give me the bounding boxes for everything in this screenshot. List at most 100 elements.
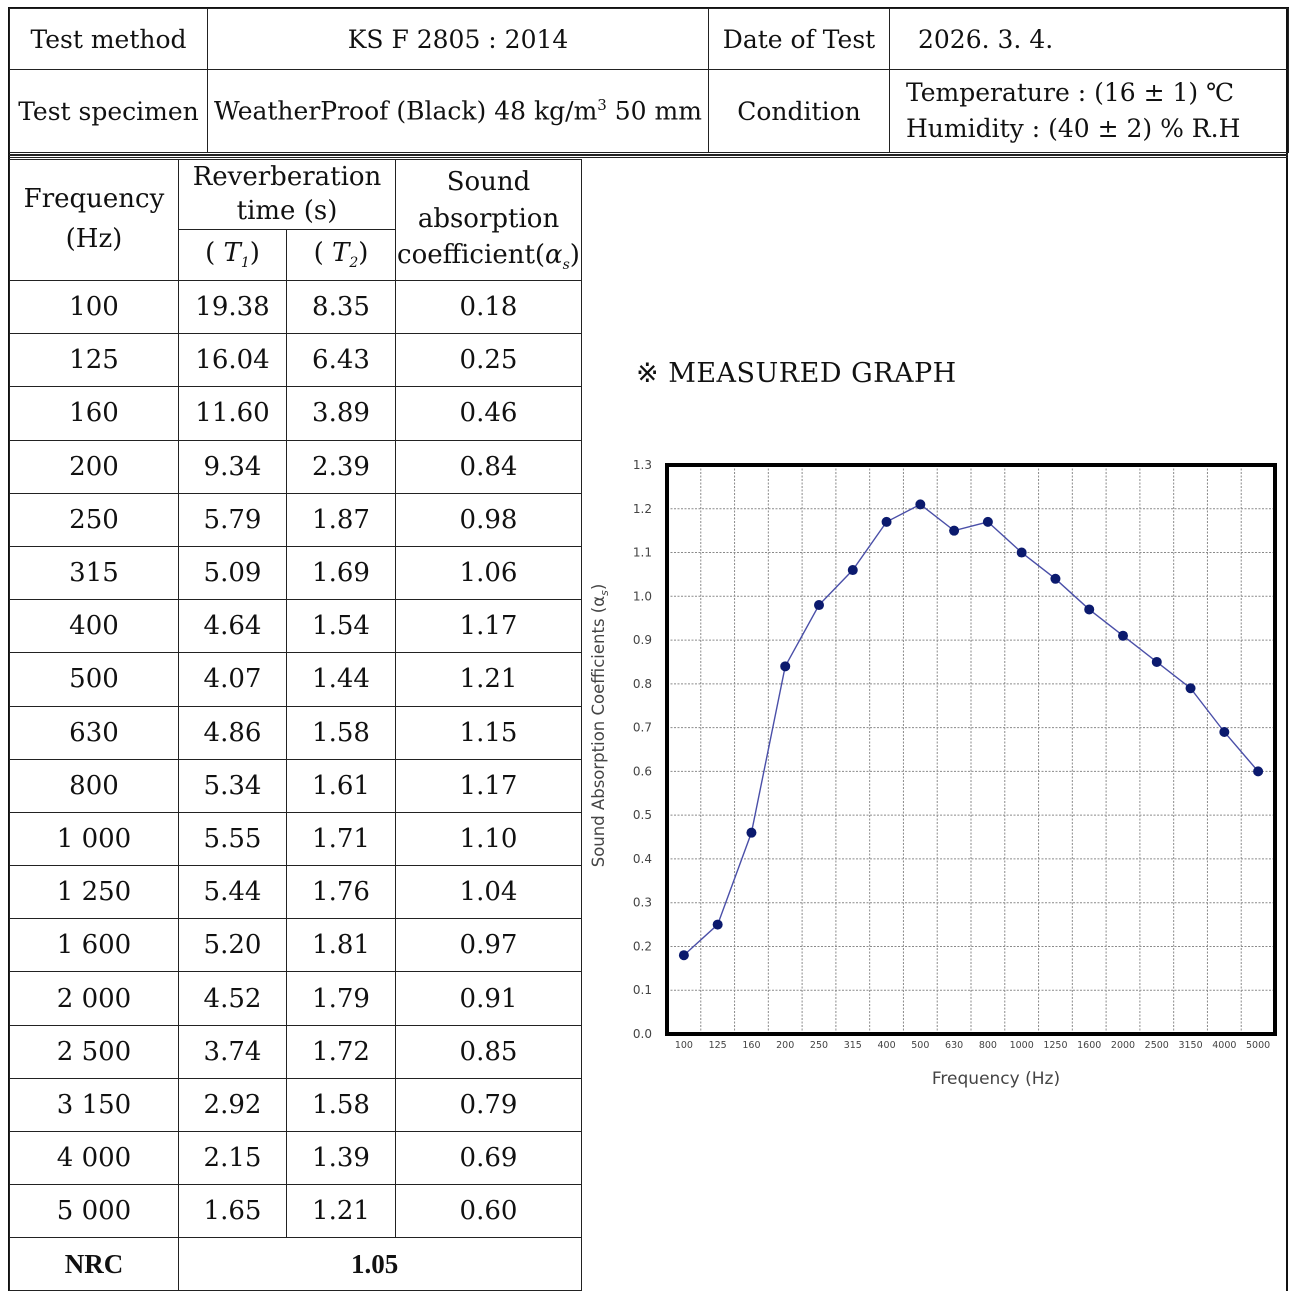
absorption-cell: 0.79 bbox=[395, 1077, 582, 1133]
frequency-header: Frequency (Hz) bbox=[9, 159, 179, 281]
frequency-cell: 800 bbox=[9, 758, 179, 813]
nrc-row: NRC 1.05 bbox=[9, 1237, 582, 1291]
y-tick-label: 1.2 bbox=[633, 502, 652, 516]
data-point bbox=[746, 827, 757, 838]
data-point bbox=[847, 565, 858, 576]
frequency-cell: 125 bbox=[9, 333, 179, 388]
y-tick-label: 0.8 bbox=[633, 677, 652, 691]
frequency-cell: 630 bbox=[9, 705, 179, 760]
absorption-header-line1: Sound bbox=[446, 167, 531, 198]
table-row: 5 000 1.65 1.21 0.60 bbox=[9, 1184, 582, 1239]
table-header-row: Frequency (Hz) Reverberation time (s) So… bbox=[9, 159, 582, 281]
test-info-table: Test method KS F 2805 : 2014 Date of Tes… bbox=[9, 8, 1289, 153]
specimen-label: Test specimen bbox=[9, 69, 208, 153]
frequency-cell: 1 000 bbox=[9, 811, 179, 867]
y-tick-label: 0.4 bbox=[633, 852, 652, 866]
t2-cell: 1.71 bbox=[286, 811, 396, 867]
frequency-cell: 100 bbox=[9, 279, 179, 335]
t1-cell: 5.34 bbox=[178, 758, 287, 813]
t2-cell: 1.79 bbox=[286, 971, 396, 1026]
table-row: 100 19.38 8.35 0.18 bbox=[9, 279, 582, 335]
absorption-header-line2: absorption bbox=[417, 203, 560, 234]
x-tick-label: 1250 bbox=[1043, 1040, 1067, 1051]
absorption-cell: 1.17 bbox=[395, 758, 582, 813]
humidity-text: Humidity : (40 ± 2) % R.H bbox=[906, 114, 1241, 143]
x-tick-label: 400 bbox=[877, 1040, 895, 1051]
date-value: 2026. 3. 4. bbox=[889, 8, 1289, 70]
frequency-cell: 160 bbox=[9, 386, 179, 441]
table-row: 1 600 5.20 1.81 0.97 bbox=[9, 918, 582, 973]
table-row: 160 11.60 3.89 0.46 bbox=[9, 386, 582, 441]
specimen-value-sup: 3 bbox=[597, 96, 607, 115]
y-tick-label: 0.2 bbox=[633, 939, 652, 953]
data-point bbox=[1084, 604, 1095, 615]
x-tick-label: 500 bbox=[911, 1040, 929, 1051]
data-point bbox=[949, 525, 960, 536]
nrc-value: 1.05 bbox=[178, 1237, 582, 1291]
data-point bbox=[1118, 630, 1128, 641]
t1-symbol: T bbox=[223, 238, 241, 269]
t1-header: ( T1) bbox=[178, 229, 287, 281]
t1-cell: 5.44 bbox=[178, 865, 287, 920]
table-row: 630 4.86 1.58 1.15 bbox=[9, 705, 582, 760]
y-tick-label: 0.5 bbox=[633, 808, 652, 822]
temperature-text: Temperature : (16 ± 1) ℃ bbox=[906, 77, 1235, 107]
specimen-value: WeatherProof (Black) 48 kg/m3 50 mm bbox=[207, 69, 709, 153]
date-label: Date of Test bbox=[708, 8, 890, 70]
absorption-header-line3: coefficient(αs) bbox=[397, 240, 580, 274]
y-tick-label: 0.1 bbox=[633, 983, 652, 997]
t1-cell: 5.20 bbox=[178, 918, 287, 973]
y-tick-label: 0.6 bbox=[633, 764, 652, 778]
measurement-table: Frequency (Hz) Reverberation time (s) So… bbox=[9, 159, 582, 1291]
data-point bbox=[881, 516, 892, 527]
frequency-cell: 1 600 bbox=[9, 918, 179, 973]
reverberation-header: Reverberation time (s) bbox=[178, 159, 396, 230]
t2-cell: 1.69 bbox=[286, 545, 396, 601]
t1-subscript: 1 bbox=[240, 255, 250, 272]
frequency-cell: 200 bbox=[9, 439, 179, 494]
table-row: 315 5.09 1.69 1.06 bbox=[9, 545, 582, 601]
t2-cell: 6.43 bbox=[286, 333, 396, 388]
t2-cell: 3.89 bbox=[286, 386, 396, 441]
frequency-header-text: Frequency bbox=[23, 184, 165, 215]
x-tick-label: 315 bbox=[844, 1040, 862, 1051]
frequency-cell: 5 000 bbox=[9, 1184, 179, 1239]
data-point bbox=[1016, 547, 1027, 558]
t1-cell: 19.38 bbox=[178, 279, 287, 335]
t2-cell: 8.35 bbox=[286, 279, 396, 335]
table-row: 2 000 4.52 1.79 0.91 bbox=[9, 971, 582, 1026]
t2-cell: 2.39 bbox=[286, 439, 396, 494]
frequency-cell: 3 150 bbox=[9, 1077, 179, 1133]
x-tick-label: 4000 bbox=[1212, 1040, 1236, 1051]
y-tick-label: 1.3 bbox=[633, 458, 652, 472]
t1-cell: 2.92 bbox=[178, 1077, 287, 1133]
absorption-header: Sound absorption coefficient(αs) bbox=[395, 159, 582, 281]
t2-cell: 1.72 bbox=[286, 1024, 396, 1079]
absorption-chart: 0.0 0.1 0.2 0.3 0.4 0.5 0.6 0.7 0.8 0.9 1.0 1.1 1.2 1… bbox=[589, 458, 1277, 1089]
specimen-value-text: WeatherProof (Black) 48 kg/m bbox=[214, 96, 598, 126]
absorption-cell: 0.25 bbox=[395, 333, 582, 388]
absorption-cell: 0.84 bbox=[395, 439, 582, 494]
specimen-value-suffix: 50 mm bbox=[606, 96, 702, 126]
absorption-cell: 0.60 bbox=[395, 1184, 582, 1239]
x-tick-label: 5000 bbox=[1246, 1040, 1270, 1051]
data-point bbox=[1185, 683, 1196, 694]
absorption-cell: 0.69 bbox=[395, 1130, 582, 1186]
data-point bbox=[1151, 656, 1162, 667]
y-tick-label: 1.1 bbox=[633, 546, 652, 560]
t2-symbol: T bbox=[332, 238, 350, 269]
absorption-cell: 1.21 bbox=[395, 652, 582, 707]
y-tick-label: 0.0 bbox=[633, 1027, 652, 1041]
t1-cell: 4.64 bbox=[178, 599, 287, 654]
t1-cell: 4.07 bbox=[178, 652, 287, 707]
table-row: 2 500 3.74 1.72 0.85 bbox=[9, 1024, 582, 1079]
table-row: 800 5.34 1.61 1.17 bbox=[9, 758, 582, 813]
x-tick-label: 100 bbox=[675, 1040, 693, 1051]
y-axis-label: Sound Absorption Coefficients (αs) bbox=[589, 584, 611, 868]
plot-frame bbox=[665, 463, 1277, 1036]
absorption-cell: 0.18 bbox=[395, 279, 582, 335]
measured-graph-note: ※ MEASURED GRAPH bbox=[636, 358, 957, 389]
table-row: 4 000 2.15 1.39 0.69 bbox=[9, 1130, 582, 1186]
y-tick-label: 0.3 bbox=[633, 896, 652, 910]
table-row: 400 4.64 1.54 1.17 bbox=[9, 599, 582, 654]
